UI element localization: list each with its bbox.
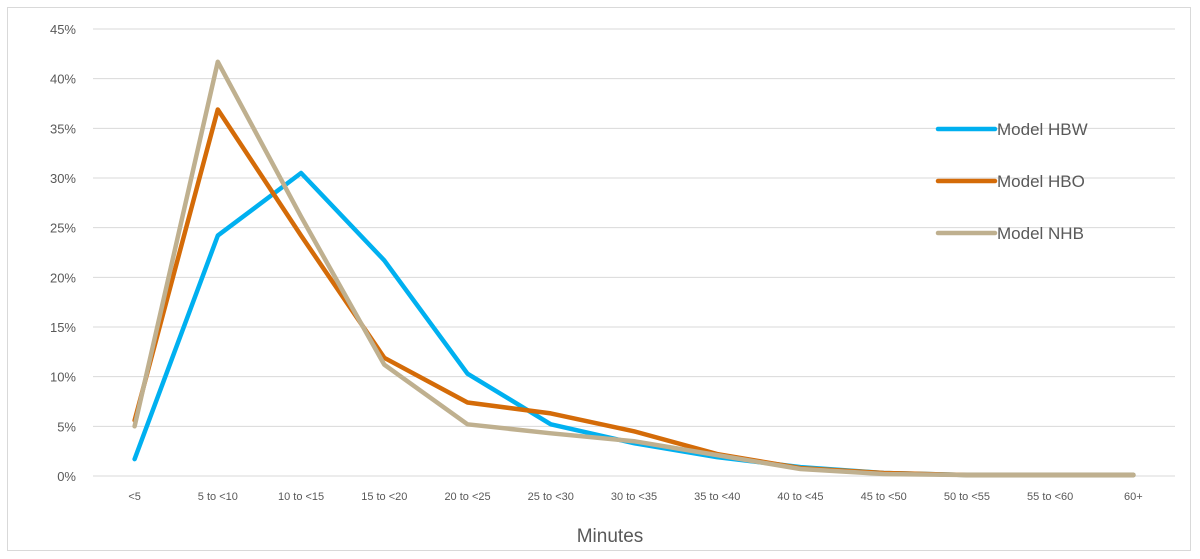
series-line-model-nhb: [132, 59, 1136, 478]
x-tick-label: 10 to <15: [278, 491, 324, 503]
x-tick-label: <5: [128, 491, 141, 503]
y-tick-label: 25%: [50, 221, 76, 236]
y-tick-label: 0%: [57, 469, 76, 484]
x-tick-label: 30 to <35: [611, 491, 657, 503]
x-tick-label: 60+: [1124, 491, 1143, 503]
x-tick-label: 25 to <30: [528, 491, 574, 503]
x-tick-label: 40 to <45: [777, 491, 823, 503]
y-tick-label: 45%: [50, 22, 76, 37]
y-tick-label: 15%: [50, 320, 76, 335]
series-lines: [132, 59, 1136, 478]
legend-label: Model HBW: [997, 120, 1088, 139]
y-tick-label: 20%: [50, 270, 76, 285]
chart-frame: [7, 7, 1191, 551]
legend: Model HBW Model HBO Model NHB: [935, 120, 1088, 243]
series-line-model-hbo: [132, 107, 1136, 478]
x-tick-label: 20 to <25: [444, 491, 490, 503]
x-axis-title: Minutes: [577, 526, 644, 547]
x-axis-ticks: <5 5 to <10 10 to <15 15 to <20 20 to <25 25 …: [128, 491, 1142, 503]
y-tick-label: 40%: [50, 72, 76, 87]
gridlines: [93, 28, 1175, 477]
y-tick-label: 30%: [50, 171, 76, 186]
legend-label: Model HBO: [997, 172, 1085, 191]
x-tick-label: 15 to <20: [361, 491, 407, 503]
y-tick-label: 10%: [50, 370, 76, 385]
x-tick-label: 5 to <10: [198, 491, 238, 503]
x-tick-label: 50 to <55: [944, 491, 990, 503]
x-tick-label: 45 to <50: [861, 491, 907, 503]
y-tick-label: 35%: [50, 121, 76, 136]
y-axis-ticks: 0% 5% 10% 15% 20% 25% 30% 35% 40% 45%: [50, 22, 76, 484]
y-tick-label: 5%: [57, 419, 76, 434]
x-tick-label: 35 to <40: [694, 491, 740, 503]
legend-label: Model NHB: [997, 224, 1084, 243]
x-tick-label: 55 to <60: [1027, 491, 1073, 503]
